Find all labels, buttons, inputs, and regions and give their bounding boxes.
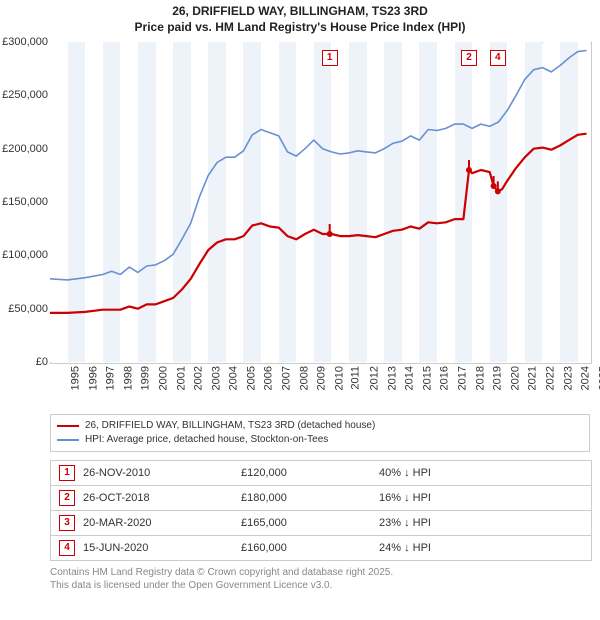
chart-svg bbox=[50, 42, 590, 362]
x-tick-label: 2012 bbox=[369, 366, 381, 390]
table-row: 2 26-OCT-2018 £180,000 16% ↓ HPI bbox=[51, 486, 591, 511]
table-cell-date: 15-JUN-2020 bbox=[83, 542, 233, 554]
x-tick-label: 2000 bbox=[157, 366, 169, 390]
legend-swatch-red bbox=[57, 425, 79, 427]
table-cell-date: 26-OCT-2018 bbox=[83, 492, 233, 504]
table-marker-box: 4 bbox=[59, 540, 75, 556]
y-tick-label: £100,000 bbox=[0, 249, 48, 261]
sale-marker-dot bbox=[466, 167, 472, 173]
arrow-down-icon: ↓ bbox=[404, 517, 410, 529]
table-cell-pct: 40% ↓ HPI bbox=[379, 467, 583, 479]
x-tick-label: 2004 bbox=[228, 366, 240, 390]
sale-marker-box: 1 bbox=[322, 50, 338, 66]
legend-item-series-red: 26, DRIFFIELD WAY, BILLINGHAM, TS23 3RD … bbox=[57, 419, 583, 433]
table-cell-pct: 23% ↓ HPI bbox=[379, 517, 583, 529]
legend: 26, DRIFFIELD WAY, BILLINGHAM, TS23 3RD … bbox=[50, 414, 590, 452]
x-tick-label: 2020 bbox=[509, 366, 521, 390]
legend-label-blue: HPI: Average price, detached house, Stoc… bbox=[85, 433, 328, 447]
sales-table: 1 26-NOV-2010 £120,000 40% ↓ HPI 2 26-OCT-201… bbox=[50, 460, 592, 561]
x-tick-label: 2007 bbox=[281, 366, 293, 390]
x-tick-label: 2011 bbox=[350, 366, 362, 390]
x-tick-label: 2003 bbox=[210, 366, 222, 390]
x-tick-label: 2005 bbox=[245, 366, 257, 390]
x-tick-label: 2019 bbox=[492, 366, 504, 390]
y-tick-label: £150,000 bbox=[0, 196, 48, 208]
x-tick-label: 2022 bbox=[544, 366, 556, 390]
footnote: Contains HM Land Registry data © Crown c… bbox=[50, 566, 590, 592]
sale-marker-dot bbox=[495, 188, 501, 194]
legend-item-series-blue: HPI: Average price, detached house, Stoc… bbox=[57, 433, 583, 447]
y-tick-label: £50,000 bbox=[0, 303, 48, 315]
series-line-red bbox=[50, 134, 587, 313]
x-tick-label: 1995 bbox=[69, 366, 81, 390]
x-tick-label: 2001 bbox=[175, 366, 187, 390]
x-tick-label: 2023 bbox=[562, 366, 574, 390]
x-tick-label: 1997 bbox=[105, 366, 117, 390]
table-cell-price: £180,000 bbox=[241, 492, 371, 504]
x-tick-label: 2002 bbox=[193, 366, 205, 390]
y-axis-labels: £0£50,000£100,000£150,000£200,000£250,00… bbox=[0, 42, 48, 362]
table-row: 4 15-JUN-2020 £160,000 24% ↓ HPI bbox=[51, 536, 591, 560]
series-line-blue bbox=[50, 51, 587, 280]
table-cell-date: 26-NOV-2010 bbox=[83, 467, 233, 479]
chart-title-line-2: Price paid vs. HM Land Registry's House … bbox=[0, 20, 600, 36]
x-tick-label: 2016 bbox=[439, 366, 451, 390]
arrow-down-icon: ↓ bbox=[404, 492, 410, 504]
y-tick-label: £0 bbox=[0, 356, 48, 368]
x-tick-label: 2021 bbox=[527, 366, 539, 390]
y-tick-label: £300,000 bbox=[0, 36, 48, 48]
table-cell-pct: 24% ↓ HPI bbox=[379, 542, 583, 554]
table-marker-box: 3 bbox=[59, 515, 75, 531]
sale-marker-box: 4 bbox=[490, 50, 506, 66]
x-tick-label: 2024 bbox=[580, 366, 592, 390]
arrow-down-icon: ↓ bbox=[404, 467, 410, 479]
x-tick-label: 2009 bbox=[316, 366, 328, 390]
x-tick-label: 2008 bbox=[298, 366, 310, 390]
x-tick-label: 2014 bbox=[404, 366, 416, 390]
chart-plot-area: 1 24 bbox=[50, 42, 590, 362]
x-axis-labels: 1995 1996 1997 1998 1999 2000 2001 2002 2003 2004… bbox=[50, 366, 590, 416]
legend-swatch-blue bbox=[57, 439, 79, 441]
x-tick-label: 1998 bbox=[122, 366, 134, 390]
legend-label-red: 26, DRIFFIELD WAY, BILLINGHAM, TS23 3RD … bbox=[85, 419, 375, 433]
table-row: 3 20-MAR-2020 £165,000 23% ↓ HPI bbox=[51, 511, 591, 536]
footnote-line-2: This data is licensed under the Open Gov… bbox=[50, 579, 590, 592]
chart-title-line-1: 26, DRIFFIELD WAY, BILLINGHAM, TS23 3RD bbox=[0, 0, 600, 20]
table-cell-price: £160,000 bbox=[241, 542, 371, 554]
x-tick-label: 1999 bbox=[140, 366, 152, 390]
footnote-line-1: Contains HM Land Registry data © Crown c… bbox=[50, 566, 590, 579]
sale-marker-dot bbox=[491, 183, 497, 189]
x-tick-label: 2017 bbox=[456, 366, 468, 390]
sale-marker-dot bbox=[327, 231, 333, 237]
table-cell-price: £120,000 bbox=[241, 467, 371, 479]
table-marker-box: 1 bbox=[59, 465, 75, 481]
table-row: 1 26-NOV-2010 £120,000 40% ↓ HPI bbox=[51, 461, 591, 486]
y-tick-label: £200,000 bbox=[0, 143, 48, 155]
arrow-down-icon: ↓ bbox=[404, 542, 410, 554]
x-tick-label: 2018 bbox=[474, 366, 486, 390]
table-cell-pct: 16% ↓ HPI bbox=[379, 492, 583, 504]
y-tick-label: £250,000 bbox=[0, 89, 48, 101]
x-tick-label: 2006 bbox=[263, 366, 275, 390]
table-marker-box: 2 bbox=[59, 490, 75, 506]
sale-marker-box: 2 bbox=[461, 50, 477, 66]
x-tick-label: 2013 bbox=[386, 366, 398, 390]
table-cell-date: 20-MAR-2020 bbox=[83, 517, 233, 529]
x-tick-label: 2010 bbox=[333, 366, 345, 390]
x-tick-label: 1996 bbox=[87, 366, 99, 390]
table-cell-price: £165,000 bbox=[241, 517, 371, 529]
x-tick-label: 2015 bbox=[421, 366, 433, 390]
